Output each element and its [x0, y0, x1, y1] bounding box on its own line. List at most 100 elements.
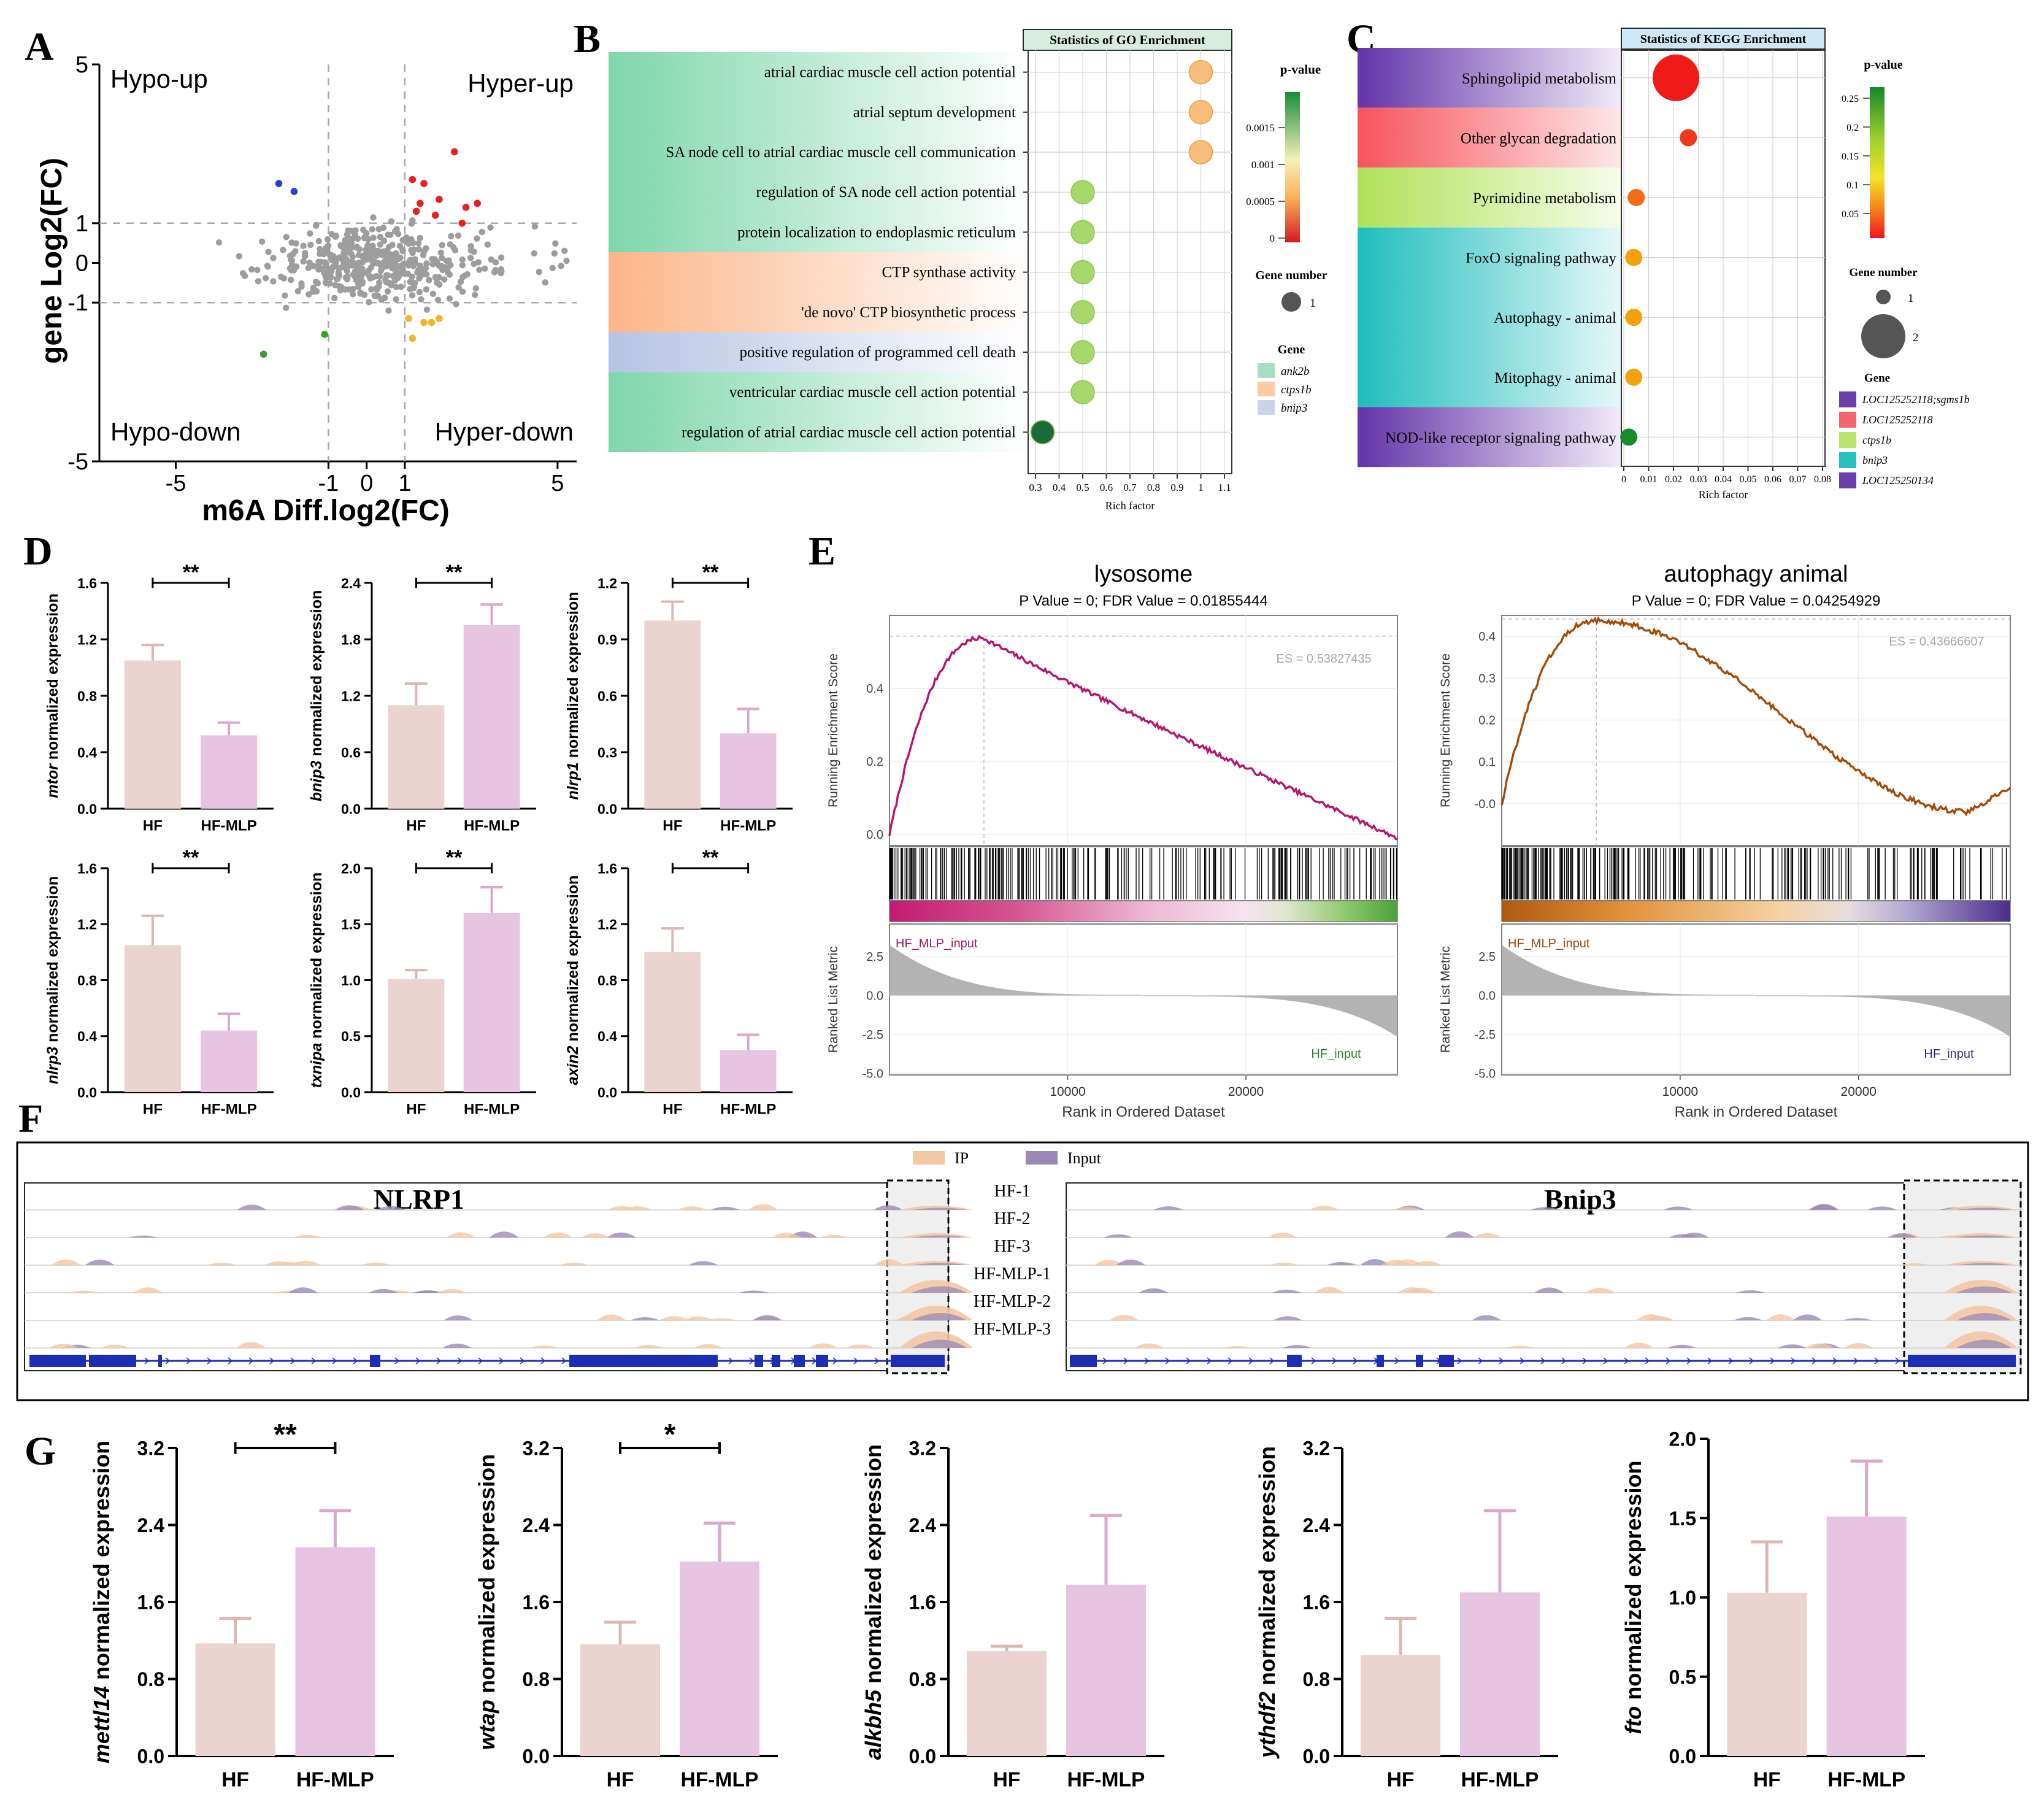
y-tick-label: 0.8: [909, 1668, 936, 1690]
y-tick-label: 0.3: [1478, 672, 1496, 685]
y-tick-label: 1.5: [341, 917, 361, 933]
category-label: HF: [406, 1101, 426, 1118]
bar-hf-mlp: [295, 1547, 375, 1756]
data-point: [392, 257, 399, 264]
coverage-peak: [1842, 1318, 1872, 1320]
enrichment-point: [1070, 340, 1095, 364]
significance-label: **: [183, 561, 199, 584]
data-point-hyper-up: [417, 199, 424, 207]
y-tick-label: 0.0: [597, 801, 617, 817]
data-point: [415, 246, 423, 253]
category-label: HF-MLP: [1067, 1769, 1145, 1792]
significance-label: **: [274, 1419, 297, 1451]
coverage-peak: [128, 1235, 158, 1238]
category-label: HF-MLP: [201, 1101, 257, 1118]
coverage-peak: [1664, 1206, 1694, 1210]
size-legend-point: [1876, 290, 1891, 304]
coverage-peak: [236, 1342, 266, 1348]
y-tick-label: 0.4: [866, 682, 883, 696]
data-point: [359, 259, 366, 266]
y-tick-label: 0: [75, 251, 88, 277]
coverage-peak: [1103, 1234, 1133, 1238]
y-tick-label: -0.0: [1475, 798, 1496, 811]
data-point: [410, 285, 417, 291]
data-point-hyper-up: [420, 180, 428, 187]
category-label: HF: [663, 818, 682, 834]
data-point: [317, 245, 323, 253]
category-label: HF-MLP: [296, 1769, 374, 1792]
x-axis-title: Rank in Ordered Dataset: [1062, 1104, 1225, 1120]
data-point: [370, 234, 377, 241]
strand-arrow: [1457, 1357, 1462, 1365]
data-point: [215, 239, 223, 246]
term-band: [1358, 107, 1621, 168]
strand-arrow: [1812, 1357, 1817, 1365]
coverage-peak: [912, 1286, 967, 1293]
coverage-peak: [1624, 1342, 1654, 1348]
category-label: HF: [143, 1101, 163, 1118]
y-tick-label: 0.8: [137, 1668, 164, 1690]
go-term-label: atrial cardiac muscle cell action potent…: [764, 64, 1016, 81]
y-axis-title: bnip3 normalized expression: [308, 590, 325, 802]
coverage-peak: [1269, 1262, 1299, 1265]
coverage-peak: [1272, 1289, 1302, 1293]
exon-block: [794, 1355, 805, 1367]
strand-arrow: [207, 1357, 212, 1365]
data-point: [367, 275, 374, 282]
legend-title: p-value: [1864, 58, 1902, 72]
x-axis-title: Rich factor: [1699, 488, 1748, 501]
data-point: [363, 246, 369, 253]
data-point-hyper-up: [462, 204, 470, 211]
x-tick-label: 0.4: [1053, 482, 1066, 493]
category-label: HF-MLP: [720, 818, 776, 834]
coverage-peak: [1505, 1346, 1535, 1348]
category-label: HF: [143, 818, 163, 834]
gene-swatch: [1258, 400, 1275, 415]
chart-title: Statistics of KEGG Enrichment: [1640, 33, 1807, 46]
data-point: [354, 269, 361, 277]
data-point: [561, 247, 568, 254]
coverage-peak: [819, 1234, 849, 1238]
size-legend-point: [1281, 292, 1301, 312]
colorbar-tick-label: 0.0015: [1246, 122, 1275, 134]
coverage-peak: [580, 1233, 610, 1238]
enrichment-point: [1680, 129, 1697, 147]
exon-block: [1439, 1355, 1454, 1367]
y-tick-label: 3.2: [137, 1438, 164, 1460]
coverage-peak: [1139, 1288, 1169, 1293]
strand-arrow: [1144, 1357, 1150, 1365]
go-term-label: CTP synthase activity: [882, 264, 1016, 281]
data-point: [387, 231, 394, 239]
y-axis-title: txnipa normalized expression: [308, 872, 325, 1088]
y-tick-label: 1.2: [597, 575, 617, 591]
category-label: HF-MLP: [464, 1101, 520, 1118]
coverage-peak: [1956, 1339, 2011, 1348]
category-label: HF: [406, 818, 426, 834]
data-point: [262, 275, 269, 282]
data-point: [381, 250, 388, 257]
coverage-peak: [1777, 1344, 1807, 1348]
data-point: [280, 275, 287, 282]
coverage-peak: [1109, 1315, 1139, 1320]
data-point-hypo-down: [259, 350, 267, 358]
colorbar-tick-label: 0.0005: [1246, 196, 1275, 207]
sample-label: HF-3: [994, 1237, 1030, 1256]
enrichment-point: [1188, 60, 1213, 85]
data-point: [472, 285, 479, 292]
legend-label: IP: [955, 1149, 969, 1167]
data-point: [439, 242, 446, 248]
data-point: [384, 288, 391, 295]
y-tick-label: 2.0: [341, 860, 361, 876]
sample-label: HF-MLP-2: [974, 1292, 1051, 1311]
data-point: [248, 266, 255, 273]
data-point: [382, 263, 389, 270]
coverage-peak: [559, 1262, 590, 1265]
gsea-title: autophagy animal: [1664, 561, 1848, 587]
coverage-peak: [753, 1315, 783, 1320]
category-label: HF: [663, 1101, 682, 1118]
data-point: [446, 271, 453, 278]
colorbar-tick-label: 0.25: [1842, 94, 1859, 104]
rank-color-stripe: [889, 900, 1398, 922]
data-point: [325, 242, 332, 249]
data-point: [324, 236, 331, 243]
